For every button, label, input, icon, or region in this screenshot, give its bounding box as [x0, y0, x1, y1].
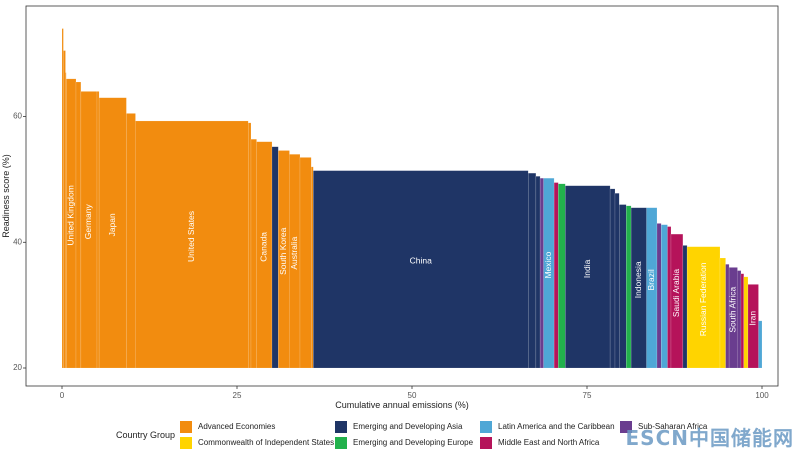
legend-swatch-sub-saharan-africa: [620, 420, 632, 433]
bar-label-south-korea: South Korea: [278, 227, 288, 275]
bar-india: [565, 185, 611, 369]
bar-label-india: India: [582, 259, 592, 278]
bar-label-indonesia: Indonesia: [633, 261, 643, 298]
bar-label-iran: Iran: [748, 311, 758, 326]
bar-country-19: [528, 172, 537, 369]
bar-united-states: [135, 120, 249, 369]
legend-item-emerging-asia: Emerging and Developing Asia: [335, 420, 462, 434]
legend-label: Latin America and the Caribbean: [498, 422, 615, 431]
bar-label-mexico: Mexico: [543, 251, 553, 278]
legend-item-mena: Middle East and North Africa: [480, 436, 599, 450]
bar-label-russian-federation: Russian Federation: [698, 262, 708, 336]
legend-swatch-emerging-asia: [335, 420, 347, 433]
legend-title: Country Group: [116, 430, 176, 440]
bars-layer: [61, 28, 763, 369]
bar-country-42: [740, 273, 744, 369]
watermark-logo: ESCN中国储能网: [625, 426, 794, 450]
plot-frame: [25, 5, 779, 387]
bar-country-38: [719, 257, 726, 369]
bar-label-saudi-arabia: Saudi Arabia: [671, 269, 681, 317]
legend-item-emerging-europe: Emerging and Developing Europe: [335, 436, 473, 450]
x-tick-label: 25: [233, 391, 242, 400]
axes-layer: 0 25 50 75 100 20 40 60: [13, 112, 769, 400]
legend-item-cis: Commonwealth of Independent States: [180, 436, 334, 450]
legend-swatch-latin-america: [480, 420, 492, 433]
bar-country-29: [626, 205, 632, 369]
legend-swatch-advanced-economies: [180, 420, 192, 433]
bar-country-33: [661, 224, 668, 369]
legend: Country Group Advanced Economies Commonw…: [110, 418, 710, 454]
bar-label-canada: Canada: [259, 232, 269, 262]
legend-label: Middle East and North Africa: [498, 438, 600, 447]
bar-label-germany: Germany: [83, 203, 93, 239]
bar-country-16: [299, 157, 312, 369]
bar-country-23: [553, 182, 559, 369]
bar-country-11: [250, 138, 257, 369]
legend-label: Commonwealth of Independent States: [198, 438, 335, 447]
legend-swatch-cis: [180, 436, 192, 449]
bar-label-united-kingdom: United Kingdom: [65, 185, 75, 245]
bar-country-0: [61, 28, 64, 369]
x-axis-title: Cumulative annual emissions (%): [335, 400, 469, 410]
legend-label: Emerging and Developing Europe: [353, 438, 474, 447]
y-axis-title: Readiness score (%): [1, 154, 11, 238]
legend-label: Emerging and Developing Asia: [353, 422, 463, 431]
bar-country-32: [656, 223, 662, 369]
legend-item-latin-america: Latin America and the Caribbean: [480, 420, 615, 434]
bar-country-8: [126, 113, 136, 369]
bar-labels-layer: United Kingdom Germany Japan United States C…: [65, 185, 757, 336]
x-tick-label: 50: [408, 391, 417, 400]
bar-label-brazil: Brazil: [646, 269, 656, 290]
bar-country-10: [247, 122, 252, 369]
bar-japan: [98, 97, 127, 369]
legend-item-advanced-economies: Advanced Economies: [180, 420, 275, 434]
legend-label: Sub-Saharan Africa: [638, 422, 708, 431]
bar-country-45: [758, 320, 763, 369]
bar-label-australia: Australia: [289, 236, 299, 269]
bar-country-17: [311, 166, 314, 369]
bar-russian-federation: [686, 246, 721, 369]
bar-label-japan: Japan: [107, 213, 117, 236]
legend-swatch-mena: [480, 436, 492, 449]
bar-country-36: [682, 245, 688, 369]
bar-country-20: [535, 176, 541, 369]
y-tick-label: 20: [13, 363, 22, 372]
x-tick-label: 100: [755, 391, 769, 400]
y-tick-label: 60: [13, 112, 22, 121]
bar-label-south-africa: South Africa: [728, 287, 738, 333]
legend-swatch-emerging-europe: [335, 436, 347, 449]
y-tick-label: 40: [13, 237, 22, 246]
legend-item-sub-saharan-africa: Sub-Saharan Africa: [620, 420, 707, 434]
bar-label-united-states: United States: [186, 211, 196, 262]
bar-country-27: [614, 193, 620, 369]
bar-label-china: China: [410, 256, 432, 266]
legend-label: Advanced Economies: [198, 422, 276, 431]
x-tick-label: 0: [60, 391, 65, 400]
bar-country-28: [619, 204, 627, 369]
x-tick-label: 75: [583, 391, 592, 400]
bar-china: [313, 170, 529, 369]
bar-country-41: [737, 270, 742, 369]
bar-country-4: [75, 81, 82, 369]
bar-country-24: [558, 183, 566, 369]
bar-country-6: [96, 91, 100, 369]
bar-country-26: [609, 188, 616, 369]
